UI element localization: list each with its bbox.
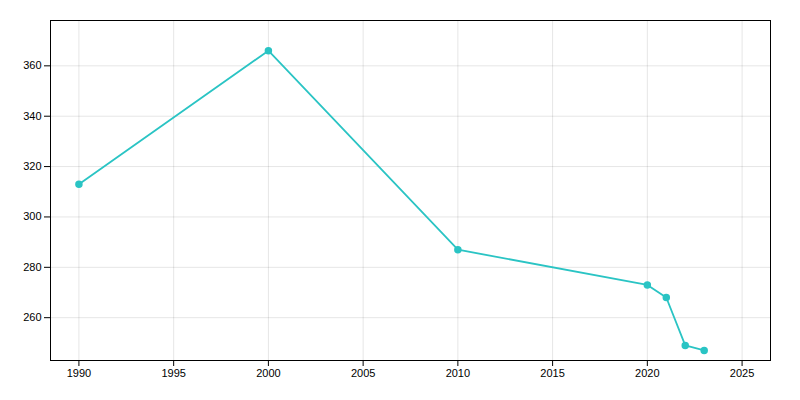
svg-text:2010: 2010 — [446, 367, 470, 379]
svg-text:260: 260 — [23, 311, 41, 323]
svg-text:320: 320 — [23, 160, 41, 172]
svg-text:340: 340 — [23, 110, 41, 122]
svg-text:2000: 2000 — [256, 367, 280, 379]
svg-text:280: 280 — [23, 261, 41, 273]
svg-text:1990: 1990 — [67, 367, 91, 379]
svg-text:300: 300 — [23, 210, 41, 222]
svg-text:2015: 2015 — [540, 367, 564, 379]
svg-text:1995: 1995 — [161, 367, 185, 379]
svg-text:2025: 2025 — [730, 367, 754, 379]
svg-text:2005: 2005 — [351, 367, 375, 379]
svg-text:360: 360 — [23, 59, 41, 71]
svg-text:2020: 2020 — [635, 367, 659, 379]
